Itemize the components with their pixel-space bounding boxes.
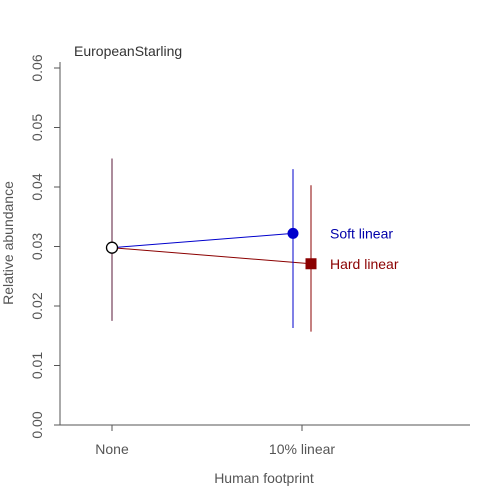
point-soft-linear [287,227,299,239]
y-axis-label: Relative abundance [0,181,16,305]
x-tick-label: None [95,441,129,457]
baseline-point [105,241,119,254]
y-tick-label: 0.04 [29,173,45,200]
chart-title: EuropeanStarling [74,43,182,59]
x-axis-label: Human footprint [214,470,314,486]
y-tick-label: 0.05 [29,114,45,141]
y-tick-label: 0.01 [29,352,45,379]
y-tick-label: 0.06 [29,54,45,81]
connector-line-soft-linear [111,232,294,249]
x-ticks: None 10% linear [95,425,335,457]
point-hard-linear [305,258,317,270]
series-label-hard-linear: Hard linear [330,256,399,272]
y-tick-label: 0.03 [29,233,45,260]
series-label-soft-linear: Soft linear [330,225,393,241]
y-tick-label: 0.02 [29,292,45,319]
data-marks: Soft linear Hard linear [105,158,399,332]
y-tick-label: 0.00 [29,411,45,438]
x-tick-label: 10% linear [269,441,335,457]
y-ticks: 0.00 0.01 0.02 0.03 0.04 0.05 0.06 [29,54,60,439]
connector-line-hard-linear [111,247,312,265]
